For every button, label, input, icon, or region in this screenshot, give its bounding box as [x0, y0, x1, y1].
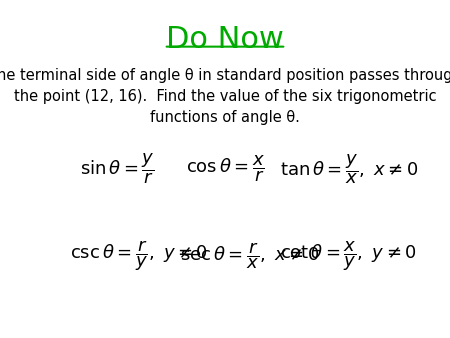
- Text: $\cos\theta = \dfrac{x}{r}$: $\cos\theta = \dfrac{x}{r}$: [186, 154, 266, 184]
- Text: $\sec\theta = \dfrac{r}{x},\ x \neq 0$: $\sec\theta = \dfrac{r}{x},\ x \neq 0$: [180, 241, 319, 271]
- Text: $\sin\theta = \dfrac{y}{r}$: $\sin\theta = \dfrac{y}{r}$: [80, 152, 155, 186]
- Text: $\csc\theta = \dfrac{r}{y},\ y \neq 0$: $\csc\theta = \dfrac{r}{y},\ y \neq 0$: [70, 239, 208, 273]
- Text: $\cot\theta = \dfrac{x}{y},\ y \neq 0$: $\cot\theta = \dfrac{x}{y},\ y \neq 0$: [280, 239, 417, 273]
- Text: Do Now: Do Now: [166, 25, 284, 54]
- Text: $\tan\theta = \dfrac{y}{x},\ x \neq 0$: $\tan\theta = \dfrac{y}{x},\ x \neq 0$: [280, 152, 418, 186]
- Text: The terminal side of angle θ in standard position passes through
the point (12, : The terminal side of angle θ in standard…: [0, 68, 450, 125]
